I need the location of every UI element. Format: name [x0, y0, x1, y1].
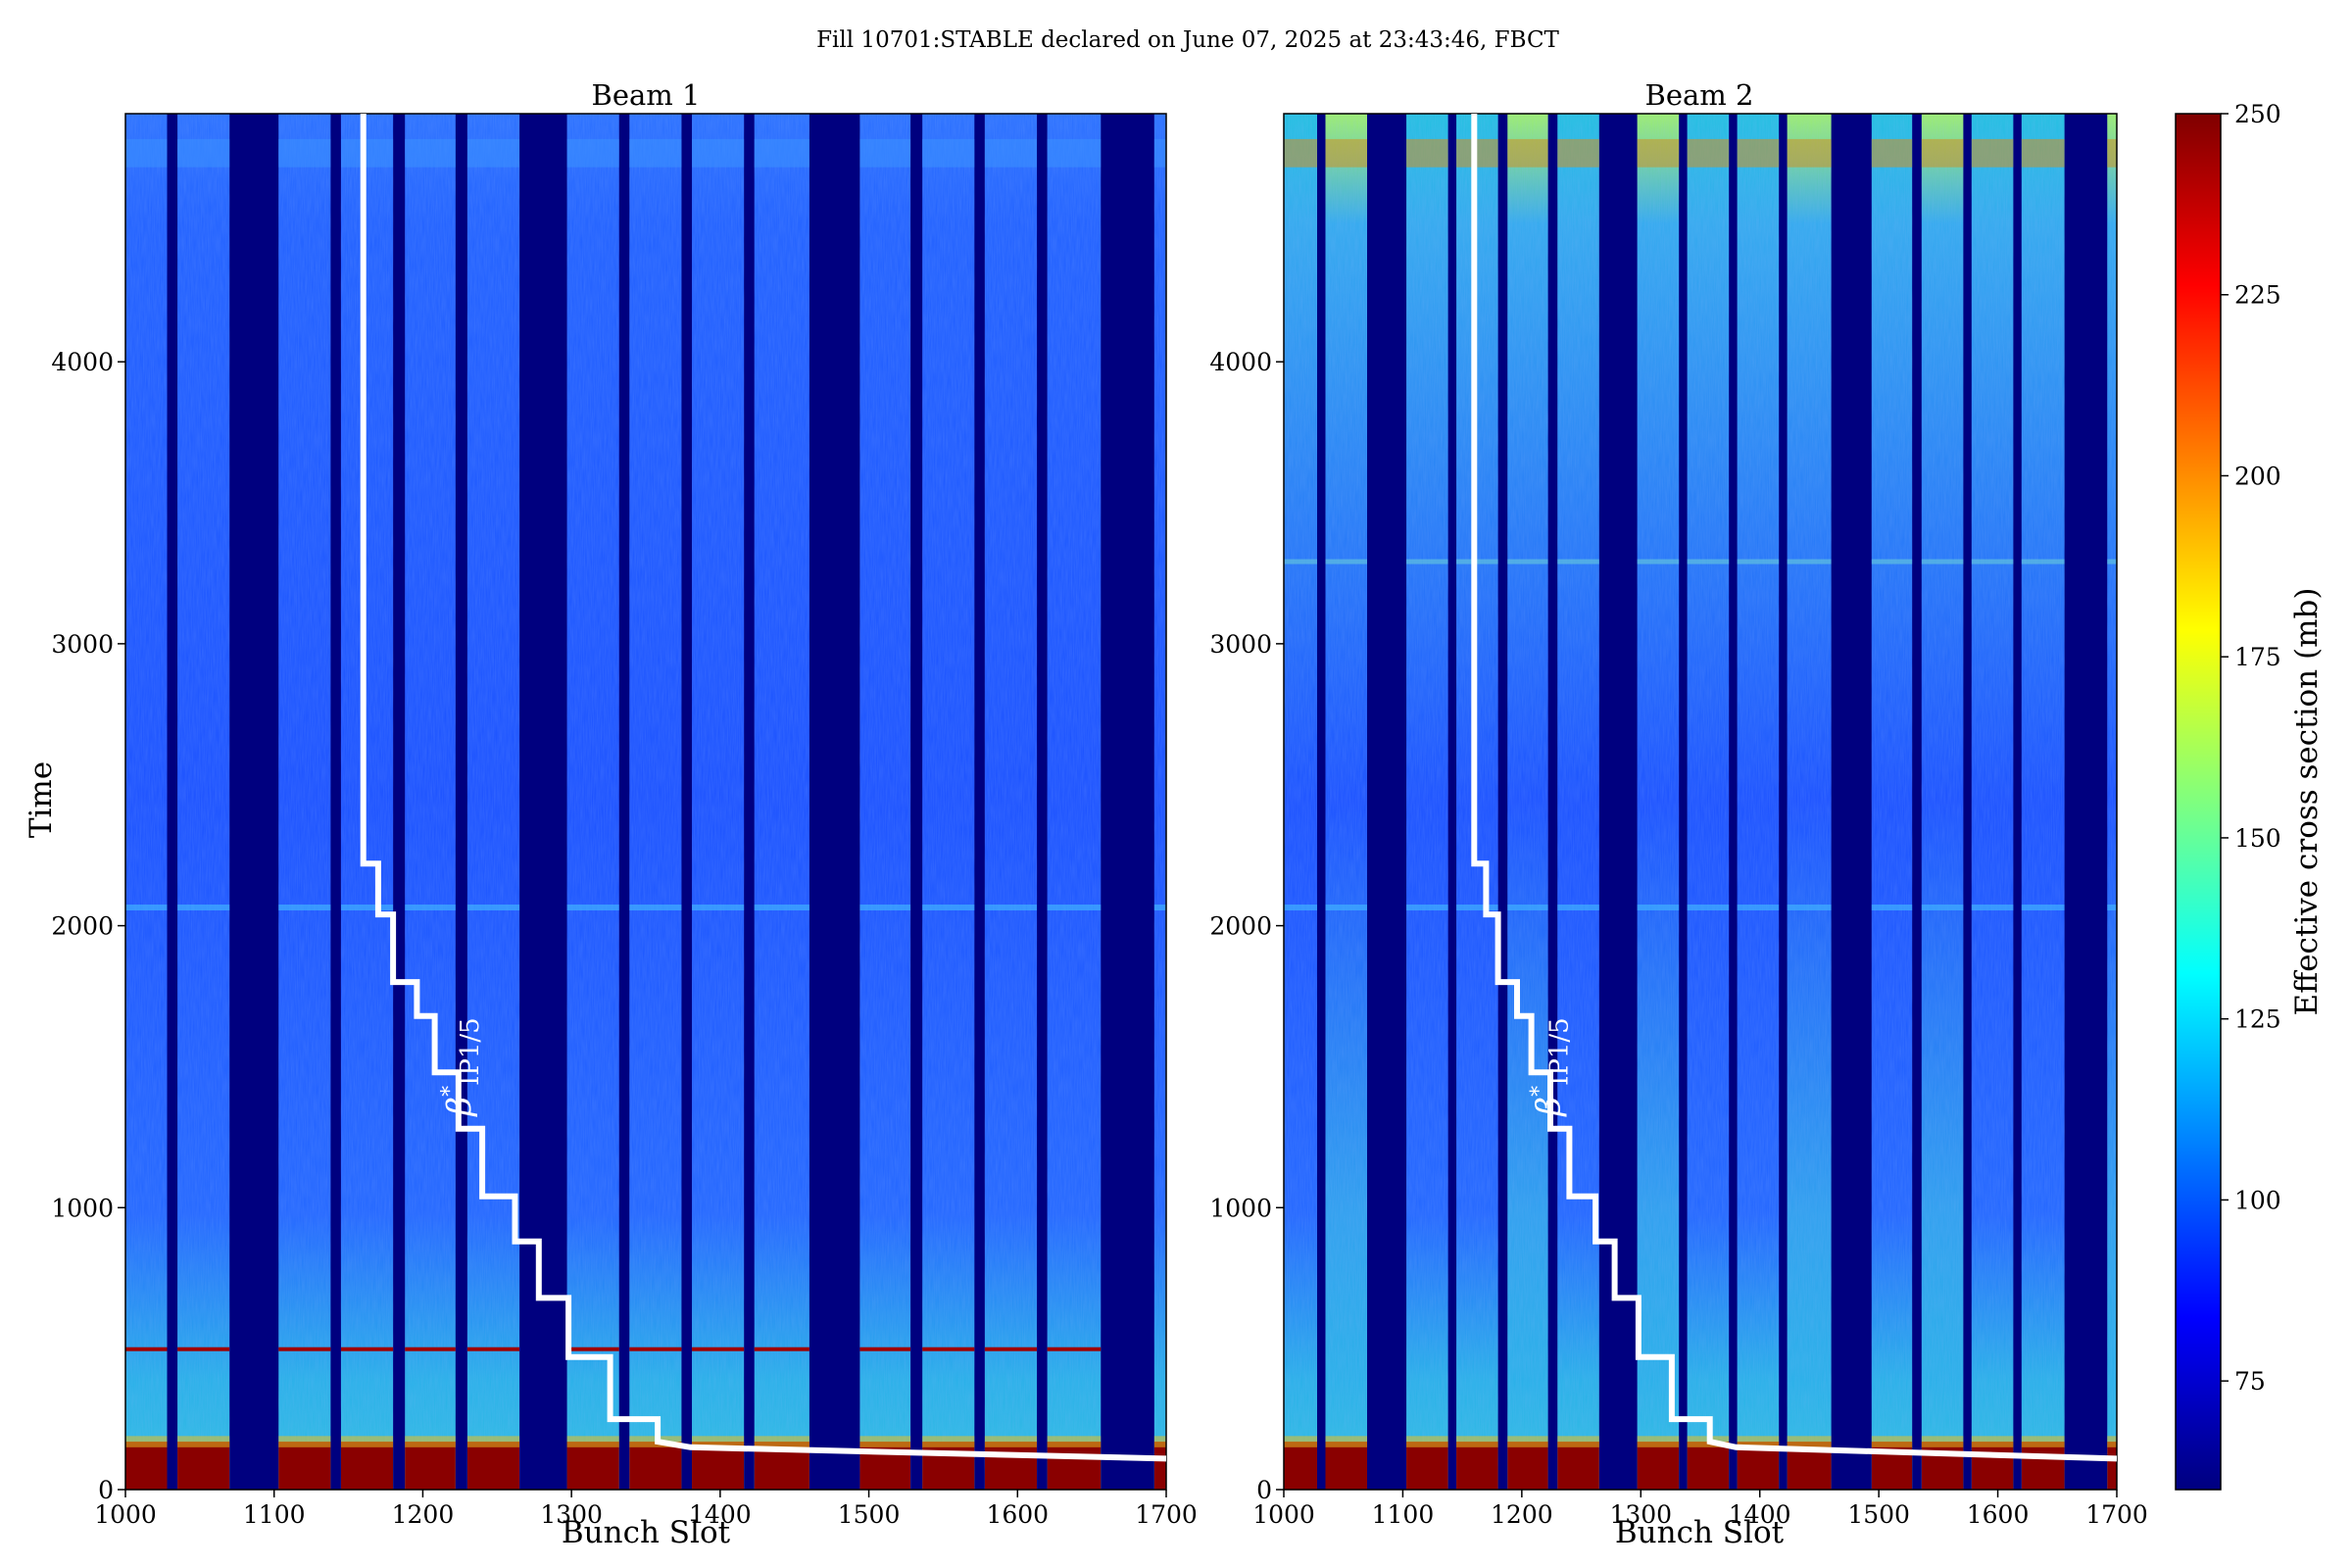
colorbar-tick-label: 200: [2234, 462, 2281, 490]
x-tick-label: 1000: [94, 1500, 157, 1529]
x-tick-label: 1300: [1609, 1500, 1672, 1529]
beam1-title: Beam 1: [592, 78, 701, 112]
annotation-symbol: β: [1530, 1097, 1569, 1118]
beta-star-annotation: β*IP1/5: [1528, 1017, 1575, 1117]
x-tick-label: 1500: [838, 1500, 901, 1529]
beam2-heatmap: β*IP1/5: [1283, 113, 2118, 1491]
annotation-sup: *: [1528, 1086, 1552, 1097]
colorbar-tick-label: 75: [2234, 1367, 2266, 1396]
bunch-train: [1406, 114, 1448, 1490]
colorbar-label: Effective cross section (mb): [2289, 588, 2325, 1016]
beam2-title: Beam 2: [1645, 78, 1754, 112]
x-tick-label: 1500: [1847, 1500, 1910, 1529]
beam1-x-axis: 1000 1100 1200 1300 1400 1500 1600 1700: [94, 1490, 1198, 1529]
bunch-train: [278, 114, 331, 1490]
bunch-train: [125, 114, 168, 1490]
colorbar-tick-label: 250: [2234, 100, 2281, 128]
x-tick-label: 1200: [392, 1500, 455, 1529]
colorbar-tick-label: 150: [2234, 824, 2281, 853]
beam1-heatmap: β*IP1/5: [124, 113, 1167, 1491]
x-tick-label: 1700: [2085, 1500, 2148, 1529]
x-tick-label: 1600: [986, 1500, 1049, 1529]
bunch-train: [1971, 114, 2014, 1490]
colorbar-tick-label: 100: [2234, 1186, 2281, 1214]
bunch-train: [1047, 114, 1102, 1490]
bunch-train: [466, 114, 520, 1490]
x-tick-label: 1600: [1967, 1500, 2030, 1529]
bunch-train: [629, 114, 682, 1490]
colorbar-gradient: [2175, 113, 2222, 1491]
bunch-train: [2021, 114, 2065, 1490]
bunch-train: [754, 114, 809, 1490]
x-tick-label: 1400: [1729, 1500, 1791, 1529]
bunch-train: [1737, 114, 1780, 1490]
colorbar-tick-label: 175: [2234, 643, 2281, 671]
x-tick-label: 1200: [1491, 1500, 1553, 1529]
beam2-x-label: Bunch Slot: [1615, 1515, 1785, 1550]
figure-title: Fill 10701:STABLE declared on June 07, 2…: [816, 27, 1559, 53]
plot-frame: [124, 113, 1167, 1491]
y-tick-label: 1000: [51, 1194, 114, 1222]
bunch-train: [1153, 114, 1166, 1490]
x-tick-label: 1400: [689, 1500, 752, 1529]
x-tick-label: 1100: [1372, 1500, 1435, 1529]
beta-star-annotation: β*IP1/5: [438, 1017, 485, 1117]
annotation-sub: IP1/5: [456, 1017, 485, 1086]
x-tick-label: 1000: [1252, 1500, 1315, 1529]
bunch-train: [1284, 114, 1317, 1490]
y-tick-label: 0: [1256, 1476, 1272, 1504]
x-tick-label: 1700: [1135, 1500, 1198, 1529]
x-tick-label: 1100: [243, 1500, 306, 1529]
bunch-train: [692, 114, 745, 1490]
bunch-train: [1325, 114, 1367, 1490]
bunch-train: [177, 114, 230, 1490]
y-tick-label: 3000: [51, 630, 114, 659]
y-tick-label: 0: [98, 1476, 114, 1504]
colorbar: 75 100 125 150 175 200 225 250 Effective cross …: [2175, 100, 2325, 1491]
y-tick-label: 4000: [1209, 348, 1272, 376]
plot-frame: [1283, 113, 2118, 1491]
beam1-panel: Beam 1 β*IP1/5 1000 1100 1200 1300 1400 1500 1…: [24, 78, 1198, 1550]
beam1-x-label: Bunch Slot: [562, 1515, 731, 1550]
bunch-train: [1687, 114, 1730, 1490]
bunch-train: [1507, 114, 1548, 1490]
bunch-train: [1787, 114, 1832, 1490]
y-tick-label: 2000: [51, 912, 114, 941]
bunch-train: [984, 114, 1038, 1490]
bunch-train: [859, 114, 911, 1490]
bunch-train: [1871, 114, 1913, 1490]
bunch-train: [1557, 114, 1599, 1490]
annotation-symbol: β: [440, 1097, 479, 1118]
bunch-train: [1637, 114, 1680, 1490]
beam2-x-axis: 1000 1100 1200 1300 1400 1500 1600 1700: [1252, 1490, 2148, 1529]
x-tick-label: 1300: [540, 1500, 603, 1529]
annotation-sup: *: [438, 1086, 463, 1097]
bunch-train: [1921, 114, 1964, 1490]
bunch-train: [405, 114, 456, 1490]
beam2-y-axis: 0 1000 2000 3000 4000: [1209, 348, 1284, 1504]
bunch-train: [340, 114, 394, 1490]
colorbar-tick-label: 125: [2234, 1005, 2281, 1034]
bunch-train: [566, 114, 619, 1490]
y-tick-label: 4000: [51, 348, 114, 376]
beam1-y-axis: 0 1000 2000 3000 4000: [51, 348, 125, 1504]
bunch-train: [922, 114, 975, 1490]
annotation-sub: IP1/5: [1545, 1017, 1575, 1086]
beam1-y-label: Time: [24, 761, 59, 838]
y-tick-label: 3000: [1209, 630, 1272, 659]
bunch-train: [2107, 114, 2117, 1490]
beam2-panel: Beam 2 β*IP1/5 1000 1100 1200 1300 1400 1500 1…: [1209, 78, 2147, 1550]
y-tick-label: 1000: [1209, 1194, 1272, 1222]
beta-star-staircase: [360, 114, 1167, 1462]
beta-star-staircase: [1471, 114, 2118, 1462]
y-tick-label: 2000: [1209, 912, 1272, 941]
bunch-train: [1456, 114, 1498, 1490]
colorbar-ticks: 75 100 125 150 175 200 225 250: [2221, 100, 2281, 1396]
colorbar-tick-label: 225: [2234, 281, 2281, 310]
